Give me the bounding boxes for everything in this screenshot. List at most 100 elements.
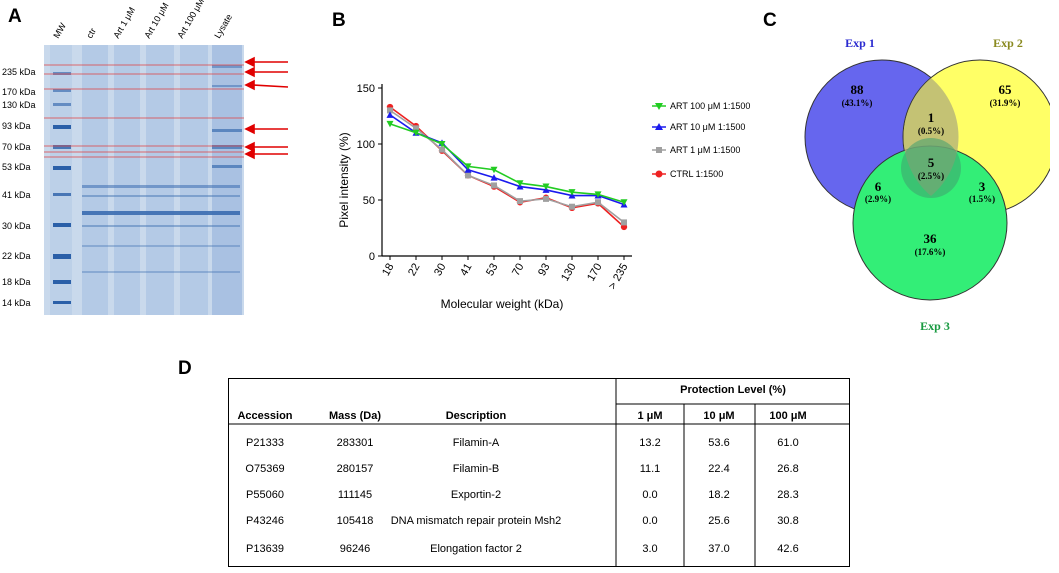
lane-label: Art 100 μM bbox=[175, 0, 207, 40]
venn-percent: (17.6%) bbox=[915, 247, 946, 257]
data-point bbox=[490, 166, 498, 174]
data-point bbox=[595, 199, 601, 206]
lane-label: Art 10 μM bbox=[142, 1, 171, 40]
series-line bbox=[389, 106, 625, 228]
venn-percent: (1.5%) bbox=[969, 194, 995, 204]
x-tick-label: 53 bbox=[484, 262, 501, 279]
data-point bbox=[413, 125, 419, 132]
data-point bbox=[438, 141, 446, 148]
table-header-cell: 1 μM bbox=[637, 410, 663, 422]
table-cell: Filamin-A bbox=[452, 437, 500, 449]
venn-count: 65 bbox=[999, 82, 1013, 97]
data-point bbox=[387, 107, 393, 114]
venn-percent: (2.5%) bbox=[918, 171, 944, 181]
data-point bbox=[620, 199, 628, 206]
line-chart: 0 50 100 150 18 22 30 41 53 70 93 130 170 > 235 Pixel… bbox=[337, 83, 632, 311]
y-tick-label: 150 bbox=[357, 83, 375, 95]
venn-center-overlap bbox=[901, 138, 961, 198]
table-cell: 28.3 bbox=[777, 489, 799, 501]
mw-label: 235 kDa bbox=[2, 67, 36, 77]
data-point bbox=[568, 189, 576, 196]
table-border-lines bbox=[228, 378, 850, 567]
y-tick-label: 100 bbox=[357, 139, 375, 151]
data-point bbox=[621, 219, 627, 226]
legend-marker-art10 bbox=[652, 123, 666, 130]
table-header-cell: 100 μM bbox=[769, 410, 807, 422]
table-cell: P43246 bbox=[246, 515, 284, 527]
table-header-cell: Accession bbox=[237, 410, 293, 422]
table-header-cell: Description bbox=[445, 410, 507, 422]
mw-label: 30 kDa bbox=[2, 221, 31, 231]
venn-percent: (0.5%) bbox=[918, 126, 944, 136]
table-cell: 53.6 bbox=[708, 437, 730, 449]
table-cell: 61.0 bbox=[777, 437, 799, 449]
data-point bbox=[465, 172, 471, 179]
series-line bbox=[389, 114, 625, 206]
lane-label: MW bbox=[51, 21, 68, 40]
data-point bbox=[386, 111, 394, 118]
lane-label: Art 1 μM bbox=[111, 5, 138, 40]
table-cell: 30.8 bbox=[777, 515, 799, 527]
table-cell: 13.2 bbox=[639, 437, 661, 449]
x-tick-label: 30 bbox=[432, 262, 449, 279]
x-tick-label: 130 bbox=[559, 262, 579, 284]
venn-label-exp1: Exp 1 bbox=[845, 36, 875, 50]
sds-page-gel-image bbox=[44, 45, 244, 315]
table-cell: 111145 bbox=[337, 489, 373, 501]
x-tick-label: > 235 bbox=[606, 262, 630, 292]
table-cell: 280157 bbox=[336, 463, 374, 475]
legend-item: ART 10 μM 1:1500 bbox=[670, 122, 746, 132]
data-point bbox=[569, 203, 575, 210]
table-cell: 283301 bbox=[336, 437, 374, 449]
mw-label: 53 kDa bbox=[2, 162, 31, 172]
x-tick-label: 41 bbox=[458, 262, 475, 279]
data-point bbox=[517, 198, 523, 205]
table-cell: Exportin-2 bbox=[450, 489, 502, 501]
x-tick-label: 22 bbox=[406, 262, 423, 279]
legend-marker-art100 bbox=[652, 103, 666, 110]
table-cell: Elongation factor 2 bbox=[430, 543, 522, 555]
lane-label: ctr bbox=[84, 26, 98, 40]
legend-item: ART 1 μM 1:1500 bbox=[670, 145, 741, 155]
venn-count: 88 bbox=[851, 82, 865, 97]
mw-label: 170 kDa bbox=[2, 87, 36, 97]
legend-item: ART 100 μM 1:1500 bbox=[670, 101, 751, 111]
data-point bbox=[490, 174, 498, 181]
legend-marker-ctrl bbox=[652, 170, 666, 178]
table-cell: DNA mismatch repair protein Msh2 bbox=[390, 515, 562, 527]
legend-item: CTRL 1:1500 bbox=[670, 169, 724, 179]
table-cell: 37.0 bbox=[708, 543, 730, 555]
table-cell: 22.4 bbox=[708, 463, 730, 475]
table-header-cell: 10 μM bbox=[703, 410, 735, 422]
venn-count: 5 bbox=[928, 155, 935, 170]
venn-count: 6 bbox=[875, 179, 882, 194]
table-cell: P13639 bbox=[246, 543, 284, 555]
chart-series bbox=[386, 103, 628, 231]
data-point bbox=[464, 163, 472, 170]
venn-percent: (43.1%) bbox=[842, 98, 873, 108]
legend-marker-art1 bbox=[652, 147, 666, 153]
y-axis-label: Pixel intensity (%) bbox=[337, 132, 351, 227]
gel-arrows bbox=[244, 56, 289, 160]
table-cell: 0.0 bbox=[642, 489, 658, 501]
x-axis-label: Molecular weight (kDa) bbox=[441, 297, 564, 311]
gel-bands bbox=[44, 45, 244, 315]
table-cell: 0.0 bbox=[642, 515, 658, 527]
data-point bbox=[594, 191, 602, 198]
table-cell: P21333 bbox=[246, 437, 284, 449]
data-point bbox=[439, 146, 445, 153]
venn-count: 36 bbox=[924, 231, 938, 246]
table-cell: 11.1 bbox=[639, 463, 661, 475]
table-cell: 25.6 bbox=[708, 515, 730, 527]
table-cell: 18.2 bbox=[708, 489, 730, 501]
panel-label-b: B bbox=[332, 10, 346, 31]
data-point bbox=[412, 129, 420, 137]
table-group-header: Protection Level (%) bbox=[680, 384, 786, 396]
y-tick-label: 0 bbox=[369, 251, 375, 263]
x-tick-label: 93 bbox=[536, 262, 553, 279]
table-cell: 26.8 bbox=[777, 463, 799, 475]
mw-label: 130 kDa bbox=[2, 100, 36, 110]
table-cell: Filamin-B bbox=[452, 463, 500, 475]
table-cell: P55060 bbox=[246, 489, 284, 501]
venn-percent: (31.9%) bbox=[990, 98, 1021, 108]
